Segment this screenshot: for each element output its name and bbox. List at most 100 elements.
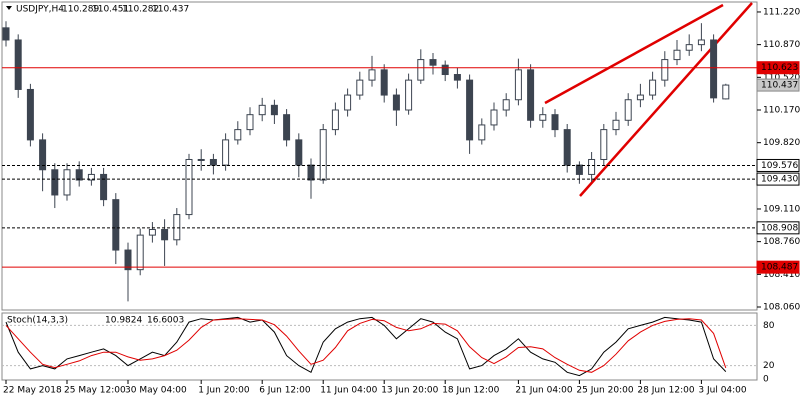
candle-body xyxy=(63,169,71,196)
level-tag xyxy=(756,61,800,75)
candle-body xyxy=(380,69,388,96)
candle-body xyxy=(405,79,413,111)
stoch-panel xyxy=(1,312,758,381)
y-tick-label: 108.060 xyxy=(763,303,800,313)
candle-body xyxy=(331,109,339,131)
candle-body xyxy=(246,114,254,131)
candle-body xyxy=(356,79,364,96)
candle-body xyxy=(209,158,217,166)
y-tick-label: 109.110 xyxy=(763,204,800,214)
candle-body xyxy=(87,173,95,181)
candle-body xyxy=(197,158,205,161)
candle-body xyxy=(490,109,498,126)
candle-body xyxy=(478,124,486,141)
y-tick-label: 108.760 xyxy=(763,237,800,247)
x-tick-label: 13 Jun 20:00 xyxy=(381,386,438,396)
candle-body xyxy=(636,94,644,101)
candle-body xyxy=(392,94,400,111)
candle-body xyxy=(673,49,681,61)
price-tag xyxy=(756,78,800,92)
trendline xyxy=(544,3,724,105)
header-value: 110.289 xyxy=(62,5,99,15)
candle-body xyxy=(368,69,376,81)
x-tick-label: 25 Jun 20:00 xyxy=(576,386,633,396)
candle-body xyxy=(417,59,425,81)
candle-body xyxy=(14,39,22,90)
header-value: 110.282 xyxy=(122,5,159,15)
candle-body xyxy=(600,129,608,160)
symbol-label: USDJPY,H4 xyxy=(16,5,64,15)
candle-body xyxy=(112,199,120,251)
y-tick-label: 110.520 xyxy=(763,73,800,83)
x-tick-label: 30 May 04:00 xyxy=(125,386,187,396)
candle-body xyxy=(2,27,10,41)
candle-body xyxy=(258,104,266,116)
stoch-label: Stoch(14,3,3) xyxy=(7,316,68,326)
stoch-value: 10.9824 xyxy=(105,316,142,326)
x-tick-label: 22 May 2018 xyxy=(3,386,62,396)
stoch-line xyxy=(5,318,727,373)
x-tick-label: 18 Jun 12:00 xyxy=(442,386,499,396)
candle-body xyxy=(588,158,596,175)
x-tick-label: 28 Jun 12:00 xyxy=(637,386,694,396)
menu-arrow xyxy=(6,6,12,10)
level-tag xyxy=(756,158,800,172)
stoch-value: 16.6003 xyxy=(147,316,184,326)
candle-body xyxy=(51,169,59,196)
level-label: 108.908 xyxy=(761,223,798,233)
y-tick-label: 109.820 xyxy=(763,138,800,148)
candle-body xyxy=(514,69,522,101)
x-tick-label: 21 Jun 04:00 xyxy=(515,386,572,396)
stoch-line xyxy=(5,316,727,377)
candle-body xyxy=(124,249,132,271)
y-tick-label: 108.410 xyxy=(763,270,800,280)
stoch-tick-label: 20 xyxy=(763,361,775,371)
candle-body xyxy=(466,79,474,141)
x-tick-label: 6 Jun 12:00 xyxy=(259,386,311,396)
y-tick-label: 110.170 xyxy=(763,106,800,116)
candle-body xyxy=(710,39,718,99)
candle-body xyxy=(136,234,144,271)
candle-body xyxy=(624,99,632,121)
level-tag xyxy=(756,260,800,274)
level-label: 108.487 xyxy=(761,263,798,273)
level-label: 110.623 xyxy=(761,63,798,73)
candle-body xyxy=(612,119,620,131)
header-value: 110.451 xyxy=(92,5,129,15)
level-tag xyxy=(756,172,800,186)
candle-body xyxy=(527,69,535,121)
candle-body xyxy=(283,114,291,141)
candle-body xyxy=(429,59,437,66)
candle-body xyxy=(270,104,278,116)
y-tick-label: 111.220 xyxy=(763,7,800,17)
candle-body xyxy=(661,59,669,81)
candle-body xyxy=(722,84,730,100)
x-tick-label: 3 Jul 04:00 xyxy=(698,386,747,396)
candle-body xyxy=(100,173,108,201)
candle-body xyxy=(502,99,510,111)
candle-body xyxy=(26,88,34,141)
stoch-tick-label: 0 xyxy=(763,375,769,385)
level-label: 109.430 xyxy=(761,175,798,185)
candle-body xyxy=(307,164,315,181)
candle-body xyxy=(185,158,193,216)
candle-body xyxy=(685,44,693,51)
candle-body xyxy=(75,169,83,181)
candle-body xyxy=(39,139,47,171)
candle-body xyxy=(551,114,559,131)
candle-body xyxy=(563,129,571,166)
candle-body xyxy=(539,114,547,121)
x-tick-label: 11 Jun 04:00 xyxy=(320,386,377,396)
candle-body xyxy=(575,164,583,175)
level-tag xyxy=(756,221,800,235)
price-label: 110.437 xyxy=(761,81,798,91)
x-tick-label: 1 Jun 20:00 xyxy=(198,386,250,396)
candle-body xyxy=(161,229,169,241)
y-tick-label: 110.870 xyxy=(763,40,800,50)
candle-body xyxy=(173,214,181,241)
candle-body xyxy=(697,39,705,46)
candle-body xyxy=(222,139,230,166)
x-tick-label: 25 May 12:00 xyxy=(64,386,126,396)
candle-body xyxy=(148,229,156,236)
